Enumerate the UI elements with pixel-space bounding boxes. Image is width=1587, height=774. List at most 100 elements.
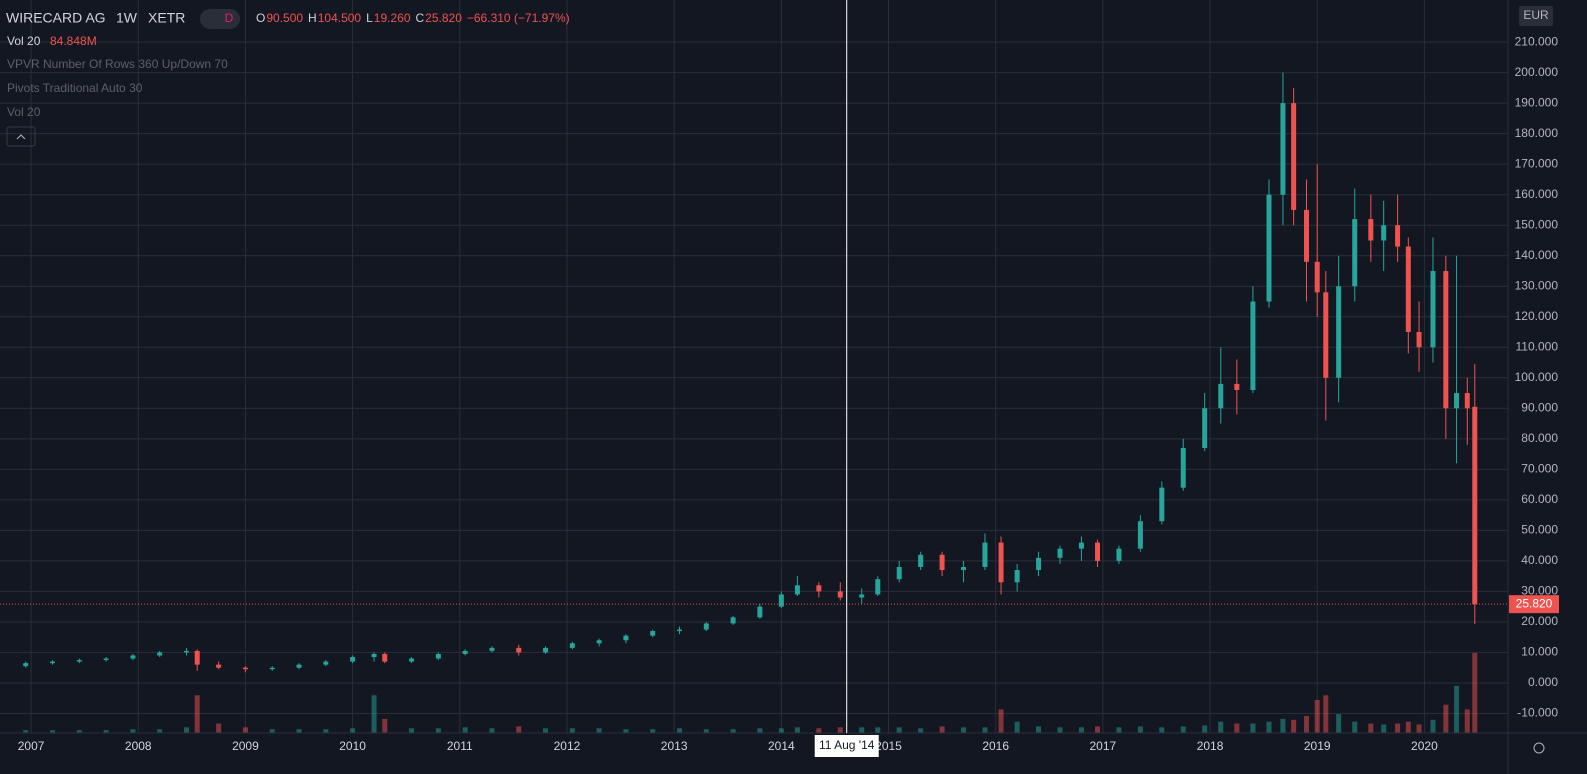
- volume-bar: [323, 729, 329, 733]
- candle-body: [103, 658, 109, 661]
- y-tick-label: 160.000: [1515, 187, 1559, 201]
- candle-body: [1405, 246, 1411, 333]
- volume-bar: [1202, 725, 1208, 733]
- candle-body: [323, 661, 329, 665]
- volume-bar: [1036, 726, 1042, 733]
- y-tick-label: 30.000: [1521, 584, 1558, 598]
- candle-body: [1443, 270, 1449, 409]
- volume-bar: [76, 730, 82, 733]
- candle-body: [130, 655, 136, 659]
- y-tick-label: 190.000: [1515, 95, 1559, 109]
- currency[interactable]: EUR: [1523, 8, 1549, 22]
- candle-body: [1430, 270, 1436, 348]
- volume-bar: [1234, 723, 1240, 733]
- candle-body: [216, 664, 222, 668]
- volume-bar: [1368, 723, 1374, 733]
- volume-bar: [489, 728, 495, 733]
- badge-bg[interactable]: [200, 9, 240, 29]
- candle-body: [1368, 219, 1374, 241]
- x-tick-label: 2020: [1411, 739, 1438, 753]
- candle-body: [1314, 261, 1320, 293]
- x-tick-label: 2017: [1090, 739, 1117, 753]
- candle-body: [1218, 383, 1224, 409]
- candle-body: [76, 660, 82, 662]
- ohlc-key: H: [308, 11, 317, 25]
- candle-body: [703, 623, 709, 630]
- candle-body: [623, 635, 629, 641]
- volume-bar: [23, 730, 29, 733]
- candle-body: [1291, 103, 1297, 210]
- candle-body: [1116, 548, 1122, 561]
- y-tick-label: 60.000: [1521, 492, 1558, 506]
- volume-bar: [296, 729, 302, 733]
- volume-bar: [1472, 653, 1478, 733]
- candle-body: [1395, 225, 1401, 247]
- y-tick-label: 140.000: [1515, 248, 1559, 262]
- settings-icon[interactable]: [1533, 742, 1545, 754]
- last-price-bg: [1509, 595, 1559, 614]
- candle-body: [516, 647, 522, 653]
- candle-body: [1280, 103, 1286, 195]
- y-tick-label: 210.000: [1515, 34, 1559, 48]
- y-tick-label: 120.000: [1515, 309, 1559, 323]
- ohlc-key: O: [256, 11, 265, 25]
- volume-bar: [998, 709, 1004, 733]
- volume-bar: [1405, 721, 1411, 733]
- volume-bar: [982, 727, 988, 733]
- volume-bar: [875, 727, 881, 733]
- candle-body: [650, 631, 656, 636]
- x-tick-label: 2008: [125, 739, 152, 753]
- indicator-name: Vol 20: [7, 34, 41, 48]
- candle-body: [382, 653, 388, 662]
- volume-bar: [1116, 727, 1122, 733]
- candle-body: [1336, 286, 1342, 378]
- collapse-button[interactable]: [6, 126, 36, 147]
- last-price-label: 25.820: [1516, 596, 1553, 610]
- candle-body: [757, 606, 763, 618]
- volume-bar: [1430, 719, 1436, 733]
- volume-bar: [677, 728, 683, 733]
- volume-bar: [1464, 709, 1470, 733]
- volume-bar: [543, 728, 549, 733]
- volume-bar: [103, 730, 109, 733]
- volume-bar: [939, 726, 945, 733]
- candle-body: [1464, 393, 1470, 409]
- collapse-icon[interactable]: [16, 134, 26, 140]
- ohlc-key: L: [366, 11, 373, 25]
- x-tick-label: 2012: [554, 739, 581, 753]
- y-tick-label: 200.000: [1515, 65, 1559, 79]
- indicator-value: 84.848M: [50, 34, 97, 48]
- x-tick-label: 2019: [1304, 739, 1331, 753]
- y-tick-label: 20.000: [1521, 614, 1558, 628]
- ohlc-value: 25.820: [425, 11, 462, 25]
- y-tick-label: 50.000: [1521, 523, 1558, 537]
- volume-bar: [1137, 726, 1143, 733]
- candle-body: [462, 650, 468, 654]
- candle-body: [350, 657, 356, 662]
- volume-bar: [194, 695, 200, 733]
- volume-bar: [757, 728, 763, 733]
- candle-body: [23, 663, 29, 667]
- volume-bar: [1454, 685, 1460, 733]
- candle-body: [1454, 393, 1460, 409]
- candle-body: [183, 650, 189, 653]
- volume-bar: [1218, 721, 1224, 733]
- currency-bg[interactable]: [1519, 6, 1553, 26]
- x-tick-label: 2010: [339, 739, 366, 753]
- candle-body: [157, 652, 163, 656]
- volume-bar: [382, 718, 388, 733]
- badge[interactable]: D: [225, 11, 234, 25]
- candle-body: [1266, 194, 1272, 302]
- candle-body: [982, 542, 988, 567]
- volume-bar: [1095, 726, 1101, 733]
- volume-bar: [703, 729, 709, 733]
- volume-bar: [859, 727, 865, 733]
- volume-bar: [1250, 723, 1256, 733]
- candle-body: [596, 640, 602, 644]
- ohlc-value: 19.260: [374, 11, 411, 25]
- candle-body: [242, 667, 248, 670]
- candle-body: [939, 554, 945, 571]
- candle-body: [794, 585, 800, 595]
